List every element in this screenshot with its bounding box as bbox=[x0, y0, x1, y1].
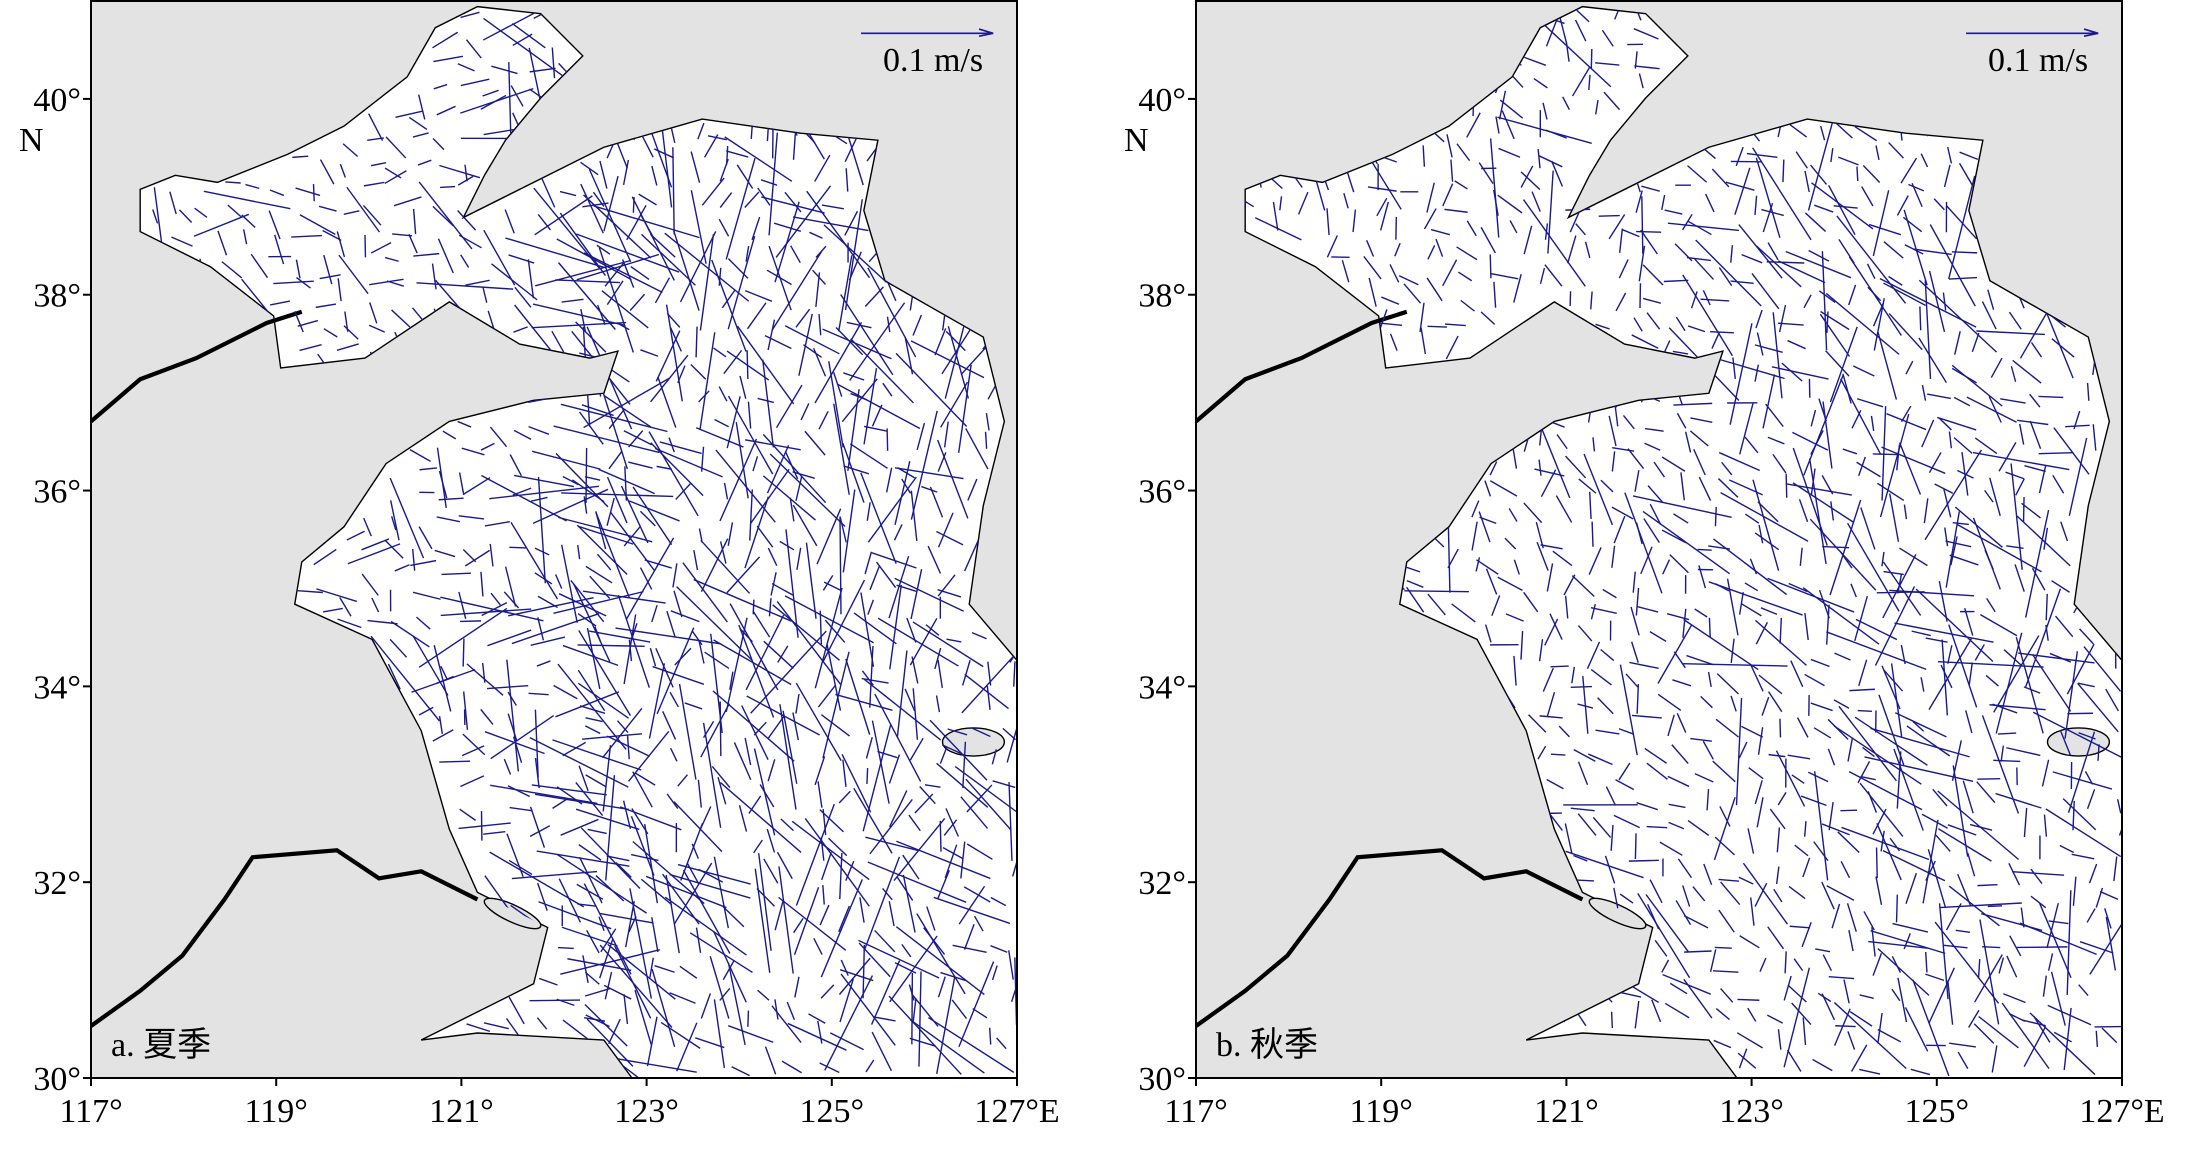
current-vector bbox=[1551, 754, 1565, 755]
current-vector bbox=[1612, 1012, 1613, 1028]
x-tick-label: 121° bbox=[429, 1093, 494, 1130]
current-vector bbox=[887, 428, 888, 450]
current-vector bbox=[1877, 848, 1878, 879]
current-vector bbox=[1642, 196, 1643, 253]
current-vector bbox=[1897, 895, 1898, 923]
x-tick-label: 125° bbox=[1904, 1093, 1969, 1130]
x-tick-label: 119° bbox=[1350, 1093, 1413, 1130]
x-tick-label: 127°E bbox=[974, 1093, 1059, 1130]
y-tick-label: 34° bbox=[1138, 669, 1186, 706]
current-vector bbox=[1786, 474, 1787, 498]
current-vector bbox=[1920, 307, 1921, 331]
y-tick-label: 36° bbox=[33, 474, 81, 511]
x-tick-label: 127°E bbox=[2079, 1093, 2164, 1130]
y-tick-label: 32° bbox=[1138, 865, 1186, 902]
y-axis-label: N bbox=[19, 122, 44, 159]
current-vector bbox=[586, 448, 587, 503]
y-tick-label: 40° bbox=[1138, 82, 1186, 119]
current-vector bbox=[1404, 591, 1469, 592]
x-tick-label: 119° bbox=[245, 1093, 308, 1130]
y-tick-label: 40° bbox=[33, 82, 81, 119]
current-vector bbox=[1715, 947, 1732, 948]
y-tick-label: 30° bbox=[33, 1061, 81, 1098]
current-vector bbox=[1835, 1026, 1855, 1027]
current-vector bbox=[1635, 833, 1636, 859]
current-vector bbox=[1709, 618, 1710, 638]
y-tick-label: 32° bbox=[33, 865, 81, 902]
current-vector bbox=[1988, 906, 2002, 907]
panel-label: b. 秋季 bbox=[1216, 1026, 1318, 1064]
current-vector bbox=[748, 1011, 749, 1027]
current-vector bbox=[720, 702, 721, 757]
x-tick-label: 117° bbox=[1164, 1093, 1227, 1130]
current-vector bbox=[463, 639, 464, 667]
current-vector bbox=[1428, 326, 1447, 327]
current-vector bbox=[440, 187, 455, 188]
current-vector bbox=[1636, 232, 1661, 233]
y-tick-label: 36° bbox=[1138, 474, 1186, 511]
current-vector bbox=[1698, 549, 1712, 550]
current-vector bbox=[940, 821, 941, 852]
panel-label: a. 夏季 bbox=[111, 1026, 211, 1064]
current-vector bbox=[1780, 719, 1781, 738]
current-vector bbox=[867, 768, 868, 784]
y-tick-label: 38° bbox=[1138, 278, 1186, 315]
current-vector bbox=[1858, 711, 1872, 712]
current-vector bbox=[1599, 216, 1620, 217]
current-vector bbox=[1857, 167, 1858, 181]
y-tick-label: 34° bbox=[33, 669, 81, 706]
current-vector bbox=[1629, 860, 1659, 861]
scale-label: 0.1 m/s bbox=[1988, 42, 2088, 79]
current-vector bbox=[990, 1028, 991, 1045]
current-vector bbox=[1592, 522, 1593, 547]
y-axis-label: N bbox=[1124, 122, 1149, 159]
current-vector bbox=[558, 948, 574, 949]
y-tick-label: 38° bbox=[33, 278, 81, 315]
current-vector bbox=[1737, 999, 1759, 1000]
map-panel bbox=[91, 0, 1042, 1088]
current-vector bbox=[439, 761, 470, 762]
current-vector bbox=[1551, 666, 1569, 667]
current-vector bbox=[314, 184, 315, 201]
current-vector bbox=[530, 1000, 580, 1001]
current-vector bbox=[1998, 733, 2016, 734]
map-panel bbox=[1196, 0, 2133, 1078]
x-tick-label: 125° bbox=[799, 1093, 864, 1130]
x-tick-label: 123° bbox=[614, 1093, 679, 1130]
current-vector bbox=[1783, 160, 1784, 182]
current-vector bbox=[1977, 885, 1997, 886]
current-vector bbox=[1715, 507, 1716, 526]
x-tick-label: 123° bbox=[1719, 1093, 1784, 1130]
x-tick-label: 117° bbox=[59, 1093, 122, 1130]
current-vector bbox=[1873, 454, 1897, 455]
current-vector bbox=[509, 547, 526, 548]
x-tick-label: 121° bbox=[1534, 1093, 1599, 1130]
current-vector bbox=[460, 621, 481, 622]
island bbox=[2048, 728, 2110, 756]
current-vector bbox=[2017, 947, 2068, 948]
scale-label: 0.1 m/s bbox=[883, 42, 983, 79]
y-tick-label: 30° bbox=[1138, 1061, 1186, 1098]
current-vector bbox=[696, 327, 697, 358]
current-vector bbox=[1977, 779, 2000, 780]
current-vector bbox=[1591, 49, 1592, 68]
current-vector bbox=[1490, 254, 1491, 278]
current-vector bbox=[912, 973, 913, 1044]
current-vector bbox=[1571, 687, 1592, 688]
current-vector bbox=[2024, 497, 2025, 522]
